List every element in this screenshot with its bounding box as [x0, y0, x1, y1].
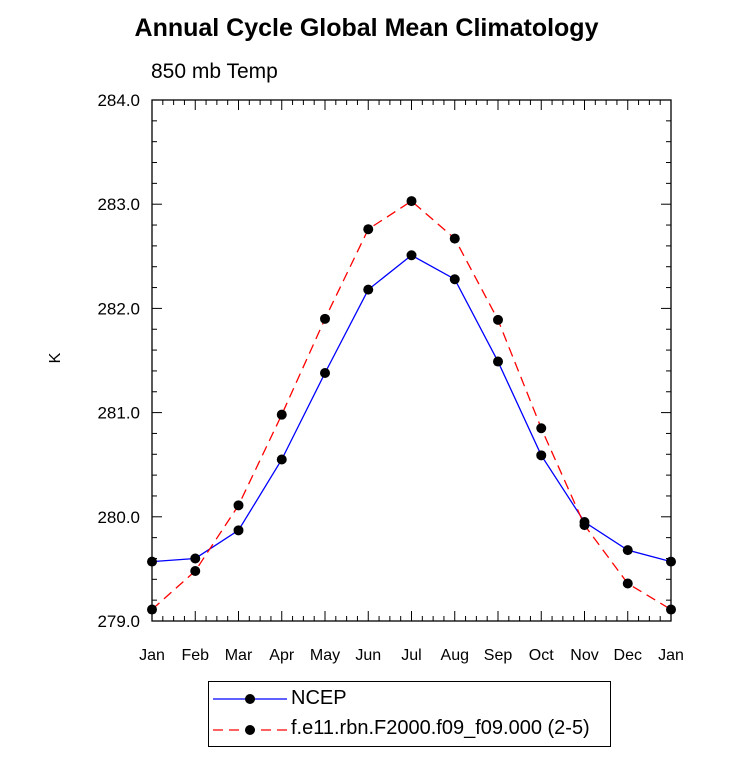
x-tick-label: Jun	[355, 647, 381, 664]
data-point-series-1	[363, 284, 374, 295]
data-point-series-2	[320, 313, 330, 324]
x-tick-label: Jan	[658, 647, 684, 664]
x-tick-label: Jan	[139, 647, 165, 664]
x-tick-label: Apr	[269, 647, 295, 664]
legend-swatch-series-2	[213, 725, 287, 735]
series-lines	[151, 200, 672, 611]
x-tick-label: Nov	[570, 647, 598, 664]
tick-labels: Jan Feb Mar Apr May Jun Jul Aug Sep Oct Nov Dec Jan 2…	[97, 91, 683, 664]
x-tick-label: Oct	[529, 647, 554, 664]
y-axis-label: K	[47, 352, 64, 363]
y-tick-label: 281.0	[97, 404, 140, 423]
data-point-series-2	[579, 520, 590, 531]
data-point-series-1	[493, 356, 503, 367]
x-tick-label: May	[310, 647, 340, 664]
x-tick-label: Feb	[181, 647, 209, 664]
legend-item-series-1: NCEP	[209, 685, 610, 715]
chart-subtitle: 850 mb Temp	[151, 60, 278, 83]
data-point-series-2	[147, 604, 157, 615]
data-point-series-1	[320, 368, 330, 379]
x-tick-label: Mar	[225, 647, 253, 664]
y-tick-label: 280.0	[97, 508, 140, 527]
data-point-series-1	[536, 450, 547, 461]
data-point-series-2	[406, 196, 417, 207]
x-tick-label: Jul	[401, 647, 421, 664]
x-tick-label: Dec	[614, 647, 642, 664]
data-point-series-2	[449, 233, 460, 244]
data-point-series-2	[493, 314, 503, 325]
data-point-series-2	[190, 565, 201, 576]
data-point-series-2	[622, 578, 633, 589]
data-point-series-1	[406, 250, 417, 261]
data-point-series-1	[449, 274, 460, 285]
data-point-series-2	[666, 604, 676, 615]
y-tick-label: 282.0	[97, 299, 140, 318]
data-point-series-2	[276, 409, 287, 420]
data-point-series-2	[536, 423, 547, 434]
x-tick-label: Sep	[484, 647, 513, 664]
data-point-series-1	[666, 556, 676, 567]
data-point-series-1	[147, 556, 157, 567]
data-point-series-2	[233, 500, 244, 511]
series-line-2	[151, 200, 672, 611]
chart-title: Annual Cycle Global Mean Climatology	[134, 14, 599, 42]
legend-swatch-series-1	[213, 694, 287, 704]
axis-ticks	[151, 99, 672, 622]
plot-frame	[151, 99, 672, 622]
y-tick-label: 284.0	[97, 91, 140, 110]
data-point-series-2	[363, 224, 374, 235]
series-line-1	[151, 254, 672, 563]
series-points	[147, 196, 676, 615]
data-point-series-1	[622, 545, 633, 556]
x-tick-label: Aug	[441, 647, 469, 664]
legend-item-series-2: f.e11.rbn.F2000.f09_f09.000 (2-5)	[209, 715, 610, 745]
legend: NCEP f.e11.rbn.F2000.f09_f09.000 (2-5)	[208, 681, 611, 747]
y-tick-label: 279.0	[97, 612, 140, 631]
legend-label-series-2: f.e11.rbn.F2000.f09_f09.000 (2-5)	[291, 717, 590, 739]
y-tick-label: 283.0	[97, 195, 140, 214]
data-point-series-1	[190, 553, 201, 564]
data-point-series-1	[233, 525, 244, 536]
data-point-series-1	[276, 454, 287, 465]
legend-label-series-1: NCEP	[291, 687, 347, 709]
